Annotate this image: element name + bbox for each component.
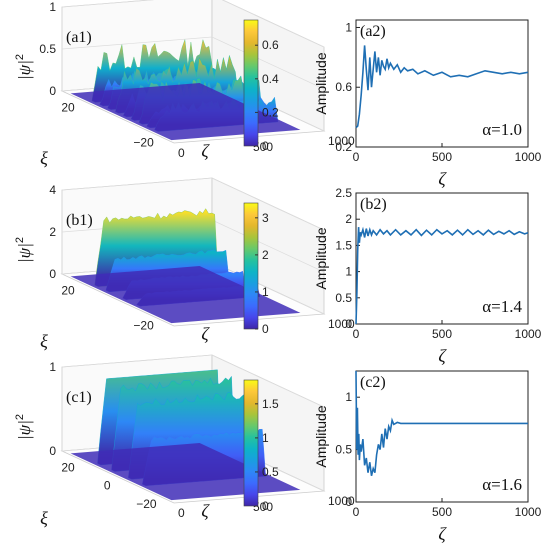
alpha-annotation: α=1.0 xyxy=(482,120,522,139)
y-tick-label: 1.5 xyxy=(335,238,352,252)
xi-tick-label: −20 xyxy=(133,319,154,333)
colorbar-tick-label: 0.5 xyxy=(262,465,279,479)
xi-tick-label: −20 xyxy=(136,497,157,511)
z-axis-label: |ψ|2 xyxy=(14,237,34,263)
zeta-tick-label: 0 xyxy=(178,506,185,520)
panel-label: (c1) xyxy=(66,389,92,406)
colorbar-tick-label: 0 xyxy=(262,139,269,153)
alpha-annotation: α=1.4 xyxy=(482,297,522,316)
z-tick-label: 0 xyxy=(49,267,56,281)
y-tick-label: 0 xyxy=(345,317,352,331)
xi-tick-label: 20 xyxy=(61,461,75,475)
y-tick-label: 1 xyxy=(345,390,352,404)
z-gridline xyxy=(61,354,325,408)
x-tick-label: 0 xyxy=(353,327,360,341)
surface-base xyxy=(70,83,301,141)
colorbar xyxy=(243,202,259,330)
y-tick-label: 0.2 xyxy=(335,140,352,154)
x-tick-label: 1000 xyxy=(515,327,542,341)
y-axis-label: Amplitude xyxy=(313,227,329,289)
y-tick-label: 1 xyxy=(345,20,352,34)
colorbar xyxy=(243,379,259,507)
colorbar-tick-label: 3 xyxy=(262,211,269,225)
alpha-annotation: α=1.6 xyxy=(482,475,522,494)
y-axis-label: Amplitude xyxy=(313,52,329,114)
z-axis-label: |ψ|2 xyxy=(14,414,34,440)
xi-tick-label: 0 xyxy=(104,479,111,493)
series-line xyxy=(355,226,529,325)
xi-axis-label: ξ xyxy=(40,508,48,528)
colorbar-tick-label: 1.5 xyxy=(262,397,279,411)
x-tick-label: 0 xyxy=(353,150,360,164)
x-tick-label: 500 xyxy=(432,150,452,164)
x-tick-label: 0 xyxy=(353,505,360,519)
xi-tick-label: −20 xyxy=(133,136,154,150)
surface-base xyxy=(70,443,301,501)
z-tick-label: 0 xyxy=(49,84,56,98)
x-tick-label: 1000 xyxy=(515,505,542,519)
zeta-tick-label: 1000 xyxy=(328,317,355,331)
series-line xyxy=(355,45,529,129)
xi-tick-label: 20 xyxy=(61,284,75,298)
z-axis-label: |ψ|2 xyxy=(14,54,34,80)
panel-label: (a2) xyxy=(360,23,386,40)
panel-label: (b1) xyxy=(66,212,93,229)
y-tick-label: 2.5 xyxy=(335,186,352,200)
y-axis-label: Amplitude xyxy=(313,405,329,467)
y-tick-label: 0.5 xyxy=(335,291,352,305)
colorbar xyxy=(243,19,259,147)
surface-base xyxy=(70,266,301,324)
z-gridline xyxy=(61,177,325,231)
zeta-tick-label: 1000 xyxy=(328,494,355,508)
xi-tick-label: 20 xyxy=(61,101,75,115)
zeta-axis-label: ζ xyxy=(201,324,210,344)
zeta-tick-label: 1000 xyxy=(328,134,355,148)
z-gridline xyxy=(61,0,325,48)
colorbar-tick-label: 1 xyxy=(262,431,269,445)
colorbar-tick-label: 0.4 xyxy=(262,72,279,86)
colorbar-tick-label: 0 xyxy=(262,322,269,336)
colorbar-tick-label: 0.2 xyxy=(262,105,279,119)
panel-label: (c2) xyxy=(360,374,386,391)
zeta-axis-label: ζ xyxy=(201,141,210,161)
panel-label: (b2) xyxy=(360,196,387,213)
x-axis-label: ζ xyxy=(438,346,447,366)
zeta-tick-label: 0 xyxy=(178,146,185,160)
xi-axis-label: ξ xyxy=(40,148,48,168)
y-tick-label: 0 xyxy=(345,495,352,509)
series-line xyxy=(355,370,528,476)
z-tick-label: 0 xyxy=(49,444,56,458)
z-tick-label: 0.5 xyxy=(39,42,56,56)
z-tick-label: 1 xyxy=(49,0,56,14)
z-tick-label: 2 xyxy=(49,225,56,239)
x-axis-label: ζ xyxy=(438,169,447,189)
y-tick-label: 2 xyxy=(345,212,352,226)
x-axis-label: ζ xyxy=(438,524,447,544)
colorbar-tick-label: 0.6 xyxy=(262,38,279,52)
zeta-axis-label: ζ xyxy=(201,501,210,521)
y-tick-label: 1 xyxy=(345,265,352,279)
colorbar-tick-label: 2 xyxy=(262,248,269,262)
z-gridline xyxy=(61,36,325,90)
y-tick-label: 0.6 xyxy=(335,80,352,94)
panel-label: (a1) xyxy=(66,29,92,46)
z-tick-label: 4 xyxy=(49,183,56,197)
x-tick-label: 500 xyxy=(432,327,452,341)
y-tick-label: 0.5 xyxy=(335,443,352,457)
z-tick-label: 1 xyxy=(49,360,56,374)
x-tick-label: 1000 xyxy=(515,150,542,164)
colorbar-tick-label: 1 xyxy=(262,285,269,299)
x-tick-label: 500 xyxy=(432,505,452,519)
colorbar-tick-label: 0 xyxy=(262,499,269,513)
xi-axis-label: ξ xyxy=(40,331,48,351)
